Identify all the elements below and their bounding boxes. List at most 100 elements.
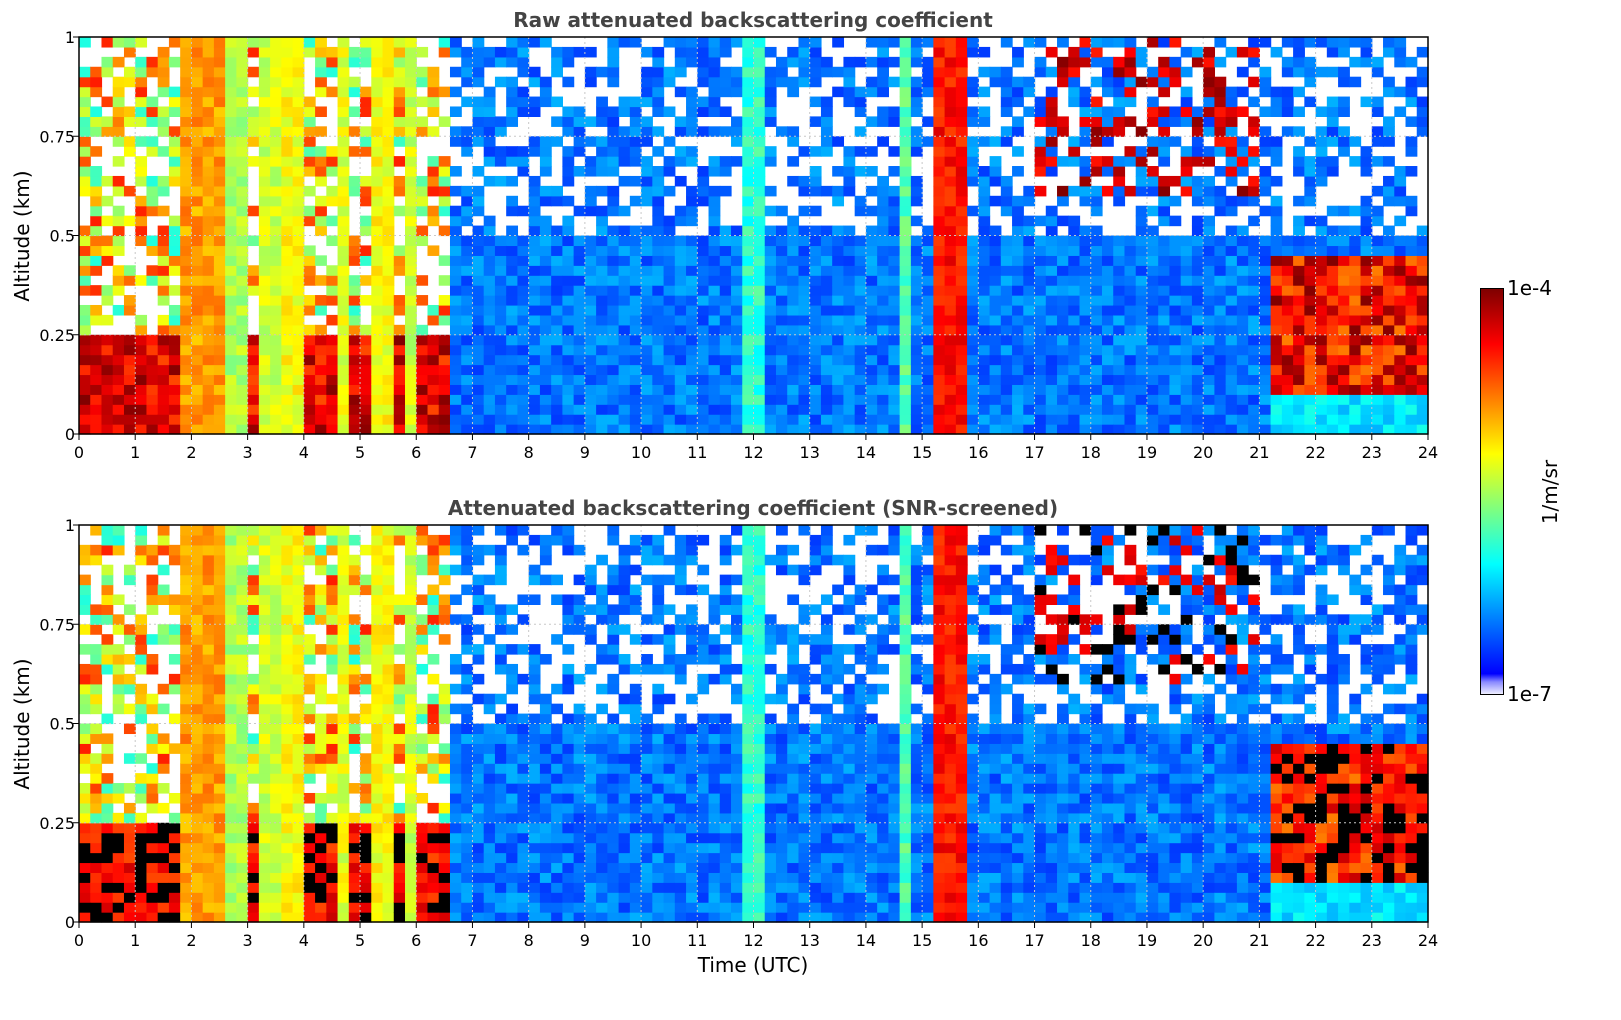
- heatmap-cell: [1315, 354, 1328, 366]
- heatmap-cell: [1270, 384, 1283, 395]
- heatmap-cell: [629, 374, 642, 385]
- heatmap-cell: [382, 663, 395, 675]
- heatmap-cell: [1101, 374, 1114, 385]
- heatmap-cell: [348, 46, 361, 58]
- heatmap-cell: [1090, 324, 1103, 336]
- heatmap-cell: [832, 275, 845, 286]
- heatmap-cell: [1416, 414, 1429, 425]
- heatmap-cell: [180, 275, 193, 286]
- heatmap-cell: [742, 304, 755, 316]
- heatmap-cell: [1101, 166, 1114, 177]
- heatmap-cell: [854, 354, 867, 366]
- heatmap-cell: [180, 215, 193, 227]
- heatmap-cell: [337, 235, 350, 247]
- heatmap-cell: [371, 136, 384, 147]
- heatmap-cell: [933, 46, 946, 58]
- heatmap-cell: [382, 394, 395, 405]
- heatmap-cell: [247, 285, 260, 296]
- heatmap-cell: [461, 364, 474, 376]
- heatmap-cell: [213, 106, 226, 117]
- heatmap-cell: [270, 56, 282, 68]
- heatmap-cell: [382, 86, 395, 98]
- heatmap-cell: [854, 195, 867, 207]
- heatmap-cell: [337, 205, 350, 217]
- heatmap-cell: [1045, 205, 1058, 217]
- heatmap-cell: [382, 713, 395, 725]
- heatmap-cell: [663, 245, 676, 256]
- heatmap-cell: [629, 106, 642, 117]
- heatmap-cell: [1360, 374, 1373, 385]
- heatmap-cell: [180, 404, 193, 415]
- heatmap-cell: [449, 205, 462, 217]
- heatmap-cell: [483, 414, 496, 425]
- heatmap-cell: [270, 753, 282, 764]
- heatmap-cell: [1416, 324, 1429, 336]
- heatmap-cell: [989, 334, 1002, 346]
- heatmap-cell: [978, 285, 991, 296]
- heatmap-cell: [416, 374, 429, 385]
- heatmap-cell: [854, 275, 867, 286]
- heatmap-cell: [326, 773, 339, 784]
- heatmap-cell: [1191, 215, 1204, 227]
- heatmap-cell: [348, 654, 361, 665]
- heatmap-cell: [1236, 364, 1249, 376]
- heatmap-cell: [1394, 324, 1407, 336]
- heatmap-cell: [449, 46, 462, 58]
- heatmap-cell: [101, 892, 114, 903]
- heatmap-cell: [461, 324, 474, 336]
- heatmap-cell: [337, 275, 350, 286]
- heatmap-cell: [1236, 285, 1249, 296]
- heatmap-cell: [382, 783, 395, 794]
- heatmap-cell: [764, 245, 777, 256]
- heatmap-cell: [528, 205, 541, 217]
- heatmap-cell: [191, 654, 204, 665]
- heatmap-cell: [180, 644, 193, 655]
- heatmap-cell: [629, 364, 642, 376]
- heatmap-cell: [315, 763, 327, 774]
- heatmap-cell: [1405, 304, 1418, 316]
- heatmap-cell: [315, 852, 327, 864]
- y-tick-label: 0.25: [39, 326, 75, 345]
- heatmap-cell: [922, 304, 934, 316]
- heatmap-cell: [202, 773, 215, 784]
- heatmap-cell: [539, 255, 552, 266]
- heatmap-cell: [337, 892, 350, 903]
- heatmap-cell: [933, 414, 946, 425]
- heatmap-cell: [618, 156, 631, 167]
- heatmap-cell: [528, 414, 541, 425]
- heatmap-cell: [809, 116, 822, 127]
- heatmap-cell: [551, 265, 563, 276]
- heatmap-cell: [708, 364, 721, 376]
- heatmap-cell: [910, 354, 923, 366]
- heatmap-cell: [899, 334, 912, 346]
- heatmap-cell: [933, 424, 946, 435]
- heatmap-cell: [79, 892, 91, 903]
- heatmap-cell: [1169, 314, 1182, 326]
- heatmap-cell: [191, 354, 204, 366]
- heatmap-cell: [360, 245, 372, 256]
- heatmap-cell: [247, 763, 260, 774]
- heatmap-cell: [360, 912, 372, 923]
- heatmap-cell: [843, 404, 856, 415]
- heatmap-cell: [877, 344, 889, 356]
- heatmap-cell: [1113, 344, 1126, 356]
- heatmap-cell: [101, 912, 114, 923]
- heatmap-cell: [933, 354, 946, 366]
- heatmap-cell: [967, 384, 979, 395]
- heatmap-cell: [1248, 46, 1260, 58]
- heatmap-cell: [562, 304, 575, 316]
- heatmap-cell: [1079, 364, 1092, 376]
- heatmap-cell: [719, 66, 732, 78]
- heatmap-cell: [123, 683, 136, 695]
- heatmap-cell: [157, 334, 170, 346]
- heatmap-cell: [663, 354, 676, 366]
- heatmap-cell: [1304, 275, 1317, 286]
- heatmap-cell: [90, 146, 103, 157]
- heatmap-cell: [539, 295, 552, 306]
- heatmap-cell: [79, 673, 91, 685]
- heatmap-cell: [607, 126, 620, 137]
- heatmap-cell: [1068, 275, 1081, 286]
- heatmap-cell: [79, 96, 91, 108]
- heatmap-cell: [213, 713, 226, 725]
- heatmap-cell: [337, 832, 350, 844]
